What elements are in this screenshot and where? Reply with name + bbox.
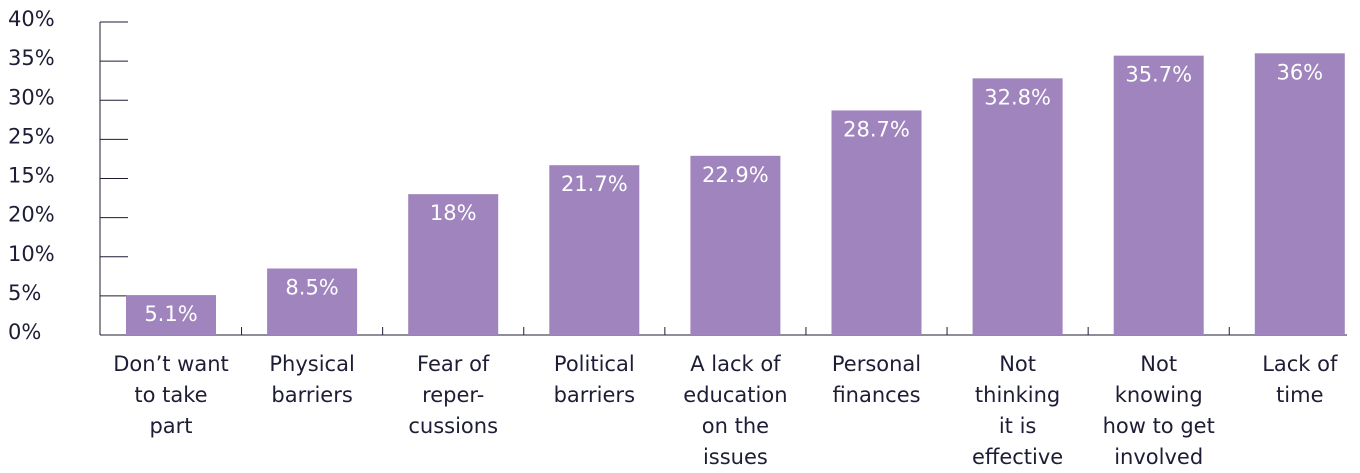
value-label: 22.9% bbox=[702, 163, 769, 187]
x-tick-label: Not bbox=[1140, 352, 1177, 376]
x-tick-label: thinking bbox=[975, 383, 1060, 407]
value-label: 21.7% bbox=[561, 172, 628, 196]
bar bbox=[1254, 53, 1345, 336]
value-label: 35.7% bbox=[1125, 63, 1192, 87]
y-tick-label: 20% bbox=[8, 203, 55, 227]
x-tick-label: issues bbox=[703, 445, 768, 469]
bar bbox=[267, 268, 358, 335]
y-tick-label: 15% bbox=[8, 164, 55, 188]
bar bbox=[690, 155, 781, 335]
y-tick-label: 35% bbox=[8, 46, 55, 70]
y-tick-label: 5% bbox=[8, 281, 41, 305]
value-label: 8.5% bbox=[285, 275, 338, 299]
y-tick-label: 0% bbox=[8, 320, 41, 344]
value-label: 5.1% bbox=[144, 302, 197, 326]
bar bbox=[549, 165, 640, 335]
x-tick-label: effective bbox=[972, 445, 1063, 469]
x-tick-label: education bbox=[683, 383, 787, 407]
bar bbox=[1113, 55, 1204, 336]
x-tick-label: time bbox=[1276, 383, 1323, 407]
x-tick-label: barriers bbox=[271, 383, 352, 407]
x-tick-label: cussions bbox=[408, 414, 498, 438]
x-tick-label: knowing bbox=[1115, 383, 1203, 407]
value-label: 28.7% bbox=[843, 117, 910, 141]
y-tick-label: 25% bbox=[8, 124, 55, 148]
x-tick-label: Fear of bbox=[417, 352, 490, 376]
x-tick-label: finances bbox=[832, 383, 920, 407]
value-label: 32.8% bbox=[984, 85, 1051, 109]
x-tick-label: Political bbox=[554, 352, 635, 376]
x-tick-label: how to get bbox=[1103, 414, 1215, 438]
x-tick-label: part bbox=[149, 414, 192, 438]
y-tick-label: 10% bbox=[8, 242, 55, 266]
bar bbox=[972, 78, 1063, 335]
x-tick-label: Physical bbox=[269, 352, 354, 376]
y-tick-label: 40% bbox=[8, 7, 55, 31]
bar bbox=[126, 295, 216, 335]
x-tick-label: Not bbox=[999, 352, 1036, 376]
x-tick-label: to take bbox=[134, 383, 207, 407]
y-tick-label: 30% bbox=[8, 85, 55, 109]
value-label: 36% bbox=[1276, 60, 1323, 84]
x-tick-label: involved bbox=[1114, 445, 1203, 469]
x-tick-label: reper- bbox=[422, 383, 484, 407]
bar bbox=[408, 194, 499, 335]
x-tick-label: Lack of bbox=[1262, 352, 1338, 376]
x-tick-label: Personal bbox=[832, 352, 921, 376]
x-tick-label: it is bbox=[999, 414, 1037, 438]
bar bbox=[831, 110, 922, 335]
x-tick-label: Don’t want bbox=[113, 352, 229, 376]
x-tick-label: A lack of bbox=[690, 352, 781, 376]
value-label: 18% bbox=[430, 201, 477, 225]
x-tick-label: barriers bbox=[554, 383, 635, 407]
x-tick-label: on the bbox=[702, 414, 769, 438]
